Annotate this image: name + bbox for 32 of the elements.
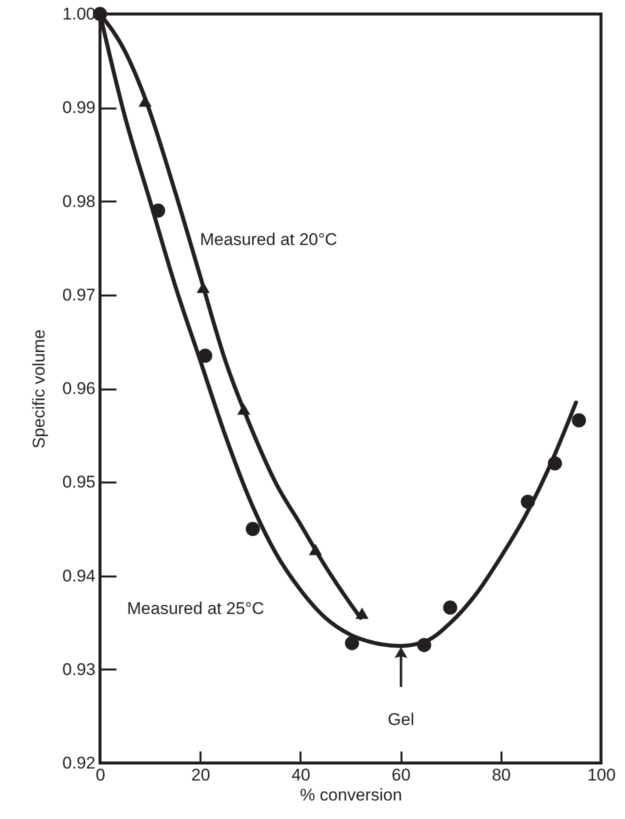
annotation: Measured at 25°C	[127, 599, 264, 618]
x-axis-title: % conversion	[300, 786, 402, 804]
y-tick-label: 0.94	[62, 566, 96, 586]
annotation: Gel	[388, 710, 414, 729]
point	[246, 522, 260, 536]
y-tick-label: 0.97	[62, 285, 96, 304]
y-tick-label: 0.99	[62, 98, 96, 118]
x-tick-label: 0	[96, 766, 106, 784]
y-tick-label: 0.98	[62, 192, 96, 211]
point	[151, 204, 166, 218]
x-tick-label: 40	[291, 766, 310, 784]
x-tick-label: 20	[191, 766, 210, 784]
x-tick-label: 80	[492, 766, 511, 784]
y-tick-label: 0.96	[62, 379, 96, 398]
y-axis-title: Specific volume	[29, 329, 48, 449]
point	[237, 403, 250, 415]
x-tick-label: 60	[392, 766, 411, 784]
point	[572, 413, 586, 428]
point	[308, 544, 322, 556]
annotation: Measured at 20°C	[200, 230, 338, 249]
point	[344, 636, 360, 650]
point	[417, 638, 432, 652]
y-tick-label: 0.92	[62, 754, 96, 772]
y-tick-label: 0.93	[62, 660, 96, 679]
point	[196, 282, 210, 294]
y-tick-label: 0.95	[62, 472, 96, 492]
point	[356, 608, 369, 619]
point	[198, 348, 212, 363]
point	[443, 600, 458, 615]
x-tick-label: 100	[587, 766, 616, 784]
point	[520, 494, 535, 509]
point	[548, 456, 562, 470]
